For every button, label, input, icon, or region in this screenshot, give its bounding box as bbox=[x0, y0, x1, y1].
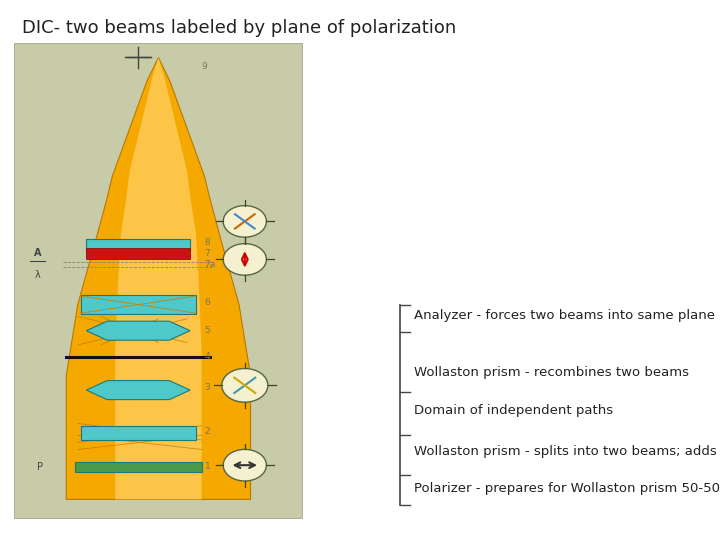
Ellipse shape bbox=[223, 449, 266, 481]
Text: A: A bbox=[34, 248, 41, 258]
Text: 3: 3 bbox=[204, 383, 210, 392]
Text: 1: 1 bbox=[204, 462, 210, 471]
FancyBboxPatch shape bbox=[81, 295, 196, 314]
FancyBboxPatch shape bbox=[75, 462, 202, 472]
Text: Domain of independent paths: Domain of independent paths bbox=[414, 404, 613, 417]
Text: λ: λ bbox=[35, 258, 40, 280]
Ellipse shape bbox=[222, 368, 268, 402]
Text: Polarizer - prepares for Wollaston prism 50-50 split: Polarizer - prepares for Wollaston prism… bbox=[414, 482, 720, 495]
Text: Wollaston prism - recombines two beams: Wollaston prism - recombines two beams bbox=[414, 366, 689, 379]
Ellipse shape bbox=[223, 206, 266, 237]
Text: 9: 9 bbox=[202, 63, 207, 71]
FancyBboxPatch shape bbox=[81, 426, 196, 440]
Text: Wollaston prism - splits into two beams; adds shear: Wollaston prism - splits into two beams;… bbox=[414, 446, 720, 458]
Text: 5: 5 bbox=[204, 326, 210, 335]
FancyBboxPatch shape bbox=[14, 43, 302, 518]
FancyBboxPatch shape bbox=[86, 239, 190, 251]
Text: 2: 2 bbox=[204, 427, 210, 436]
Text: 4: 4 bbox=[204, 352, 210, 361]
FancyBboxPatch shape bbox=[86, 248, 190, 259]
Text: P: P bbox=[37, 462, 43, 472]
Text: Analyzer - forces two beams into same plane: Analyzer - forces two beams into same pl… bbox=[414, 309, 715, 322]
Polygon shape bbox=[66, 57, 251, 500]
Text: 8: 8 bbox=[204, 238, 210, 247]
Ellipse shape bbox=[223, 244, 266, 275]
Polygon shape bbox=[86, 321, 190, 340]
Text: 7a: 7a bbox=[204, 260, 216, 269]
Polygon shape bbox=[115, 57, 202, 500]
Polygon shape bbox=[86, 381, 190, 400]
Text: 6: 6 bbox=[204, 298, 210, 307]
Text: DIC- two beams labeled by plane of polarization: DIC- two beams labeled by plane of polar… bbox=[22, 19, 456, 37]
Text: 7: 7 bbox=[204, 249, 210, 258]
